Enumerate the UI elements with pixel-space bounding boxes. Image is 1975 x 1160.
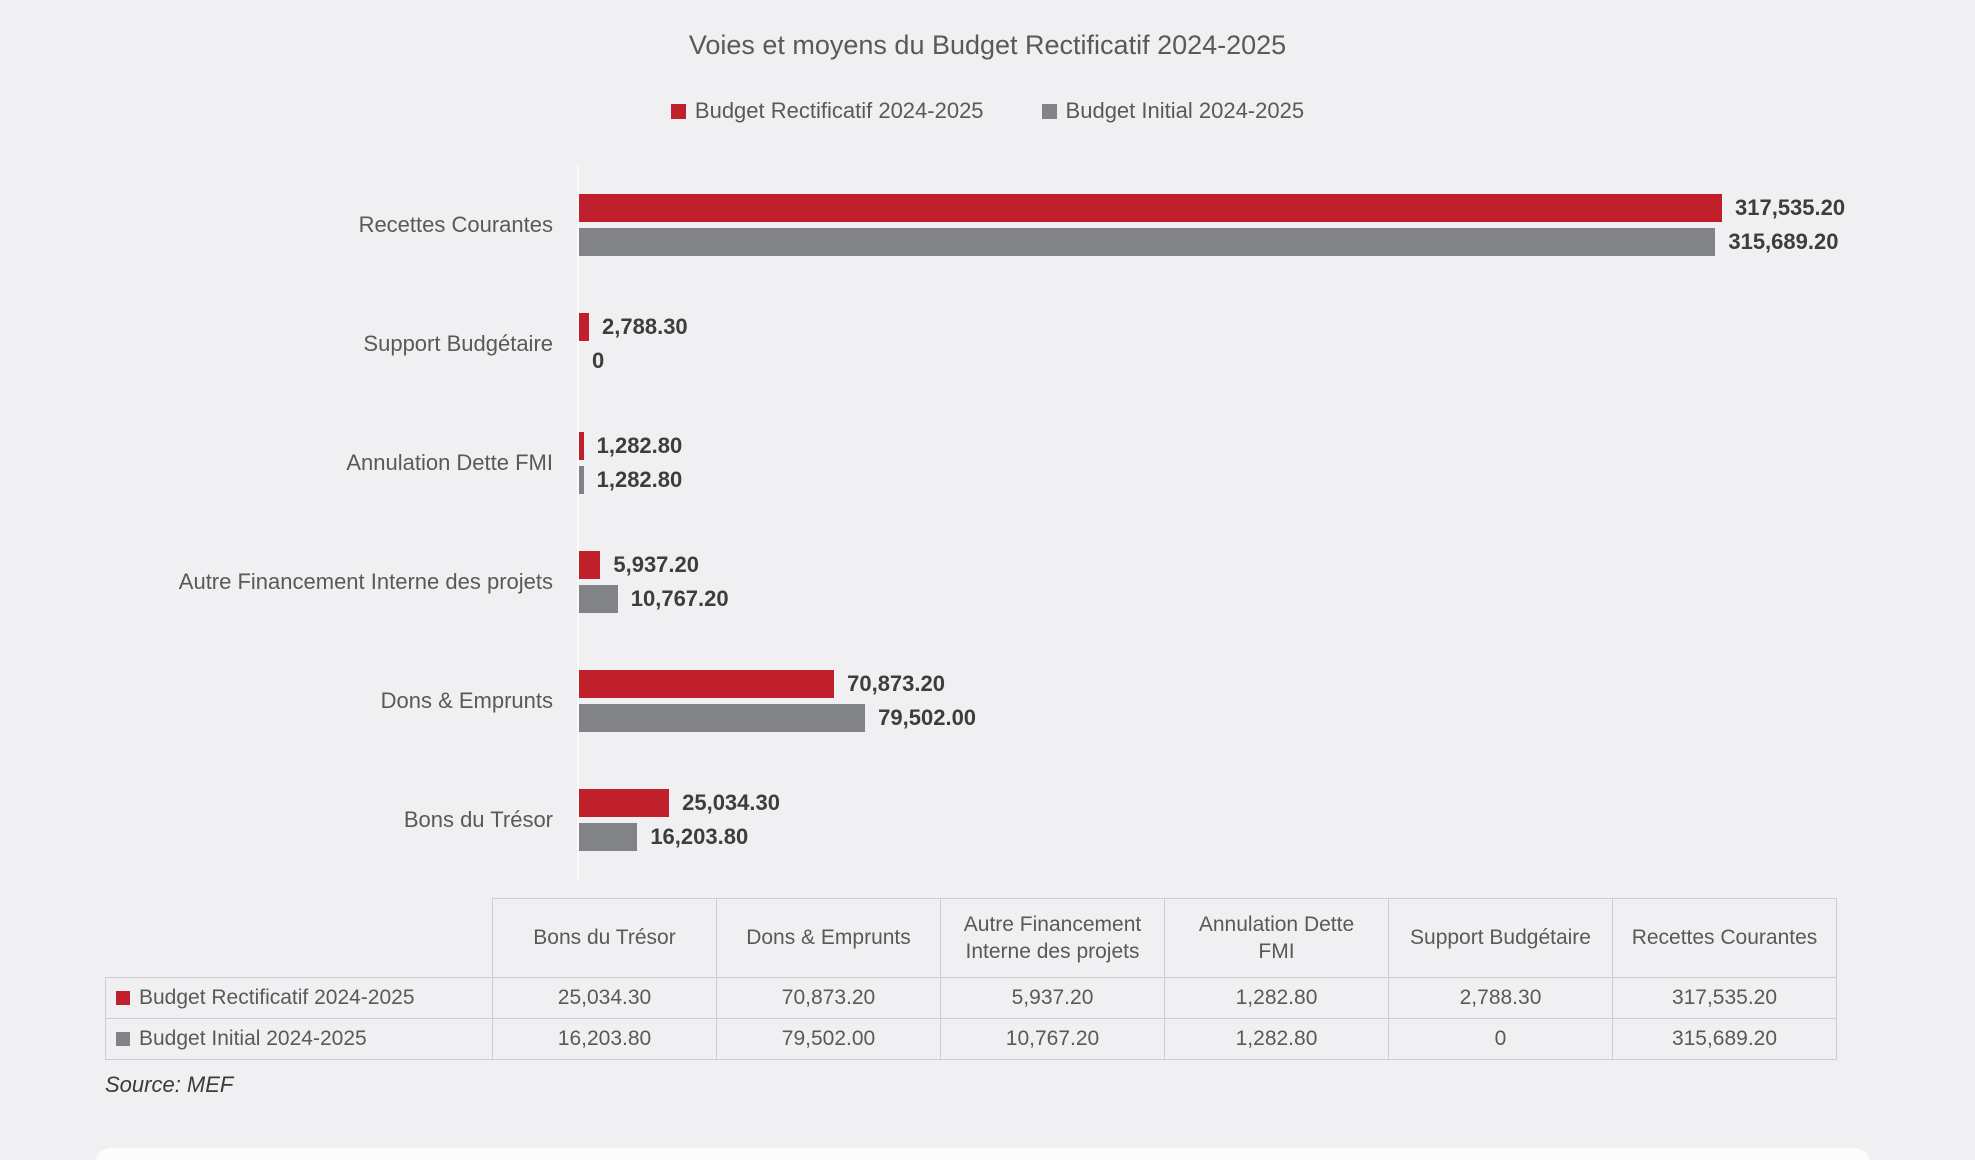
bar-budget-initial xyxy=(579,823,638,851)
table-row-label: Budget Rectificatif 2024-2025 xyxy=(105,977,493,1019)
table-cell: 16,203.80 xyxy=(492,1018,717,1060)
bottom-card-edge xyxy=(95,1148,1870,1160)
bar-value-label: 2,788.30 xyxy=(602,314,688,339)
table-row: Budget Rectificatif 2024-2025 25,034.30 70… xyxy=(105,977,1837,1019)
table-row-label-text: Budget Rectificatif 2024-2025 xyxy=(139,986,415,1009)
legend-item-budget-rectificatif: Budget Rectificatif 2024-2025 xyxy=(670,98,984,124)
table-cell: 25,034.30 xyxy=(492,977,717,1019)
table-legend-swatch-icon xyxy=(116,1032,130,1046)
table-header-cell: Bons du Trésor xyxy=(492,898,717,978)
table-cell: 10,767.20 xyxy=(940,1018,1165,1060)
category-axis-line xyxy=(577,165,579,879)
bar-budget-initial xyxy=(579,585,618,613)
category-label: Recettes Courantes xyxy=(358,212,553,237)
bar-budget-rectificatif xyxy=(579,194,1722,222)
table-row-label-inner: Budget Initial 2024-2025 xyxy=(116,1027,488,1051)
table-header-row: Bons du Trésor Dons & Emprunts Autre Finan… xyxy=(106,898,1837,978)
legend-label-budget-rectificatif: Budget Rectificatif 2024-2025 xyxy=(694,98,984,123)
table-row-label-inner: Budget Rectificatif 2024-2025 xyxy=(116,986,488,1010)
legend-swatch-gray-icon xyxy=(1041,103,1057,119)
table-cell: 70,873.20 xyxy=(716,977,941,1019)
bar-value-label: 0 xyxy=(592,348,605,373)
table-legend-swatch-icon xyxy=(116,991,130,1005)
table-corner-cell xyxy=(106,899,493,978)
bar-value-label: 16,203.80 xyxy=(650,824,749,849)
table-cell: 79,502.00 xyxy=(716,1018,941,1060)
bar-budget-rectificatif xyxy=(579,670,835,698)
table-cell: 317,535.20 xyxy=(1612,977,1837,1019)
table-header-cell: Autre Financement Interne des projets xyxy=(940,898,1165,978)
category-label: Dons & Emprunts xyxy=(380,688,553,713)
bar-value-label: 315,689.20 xyxy=(1728,229,1839,254)
table-cell: 5,937.20 xyxy=(940,977,1165,1019)
table-header-cell: Recettes Courantes xyxy=(1612,898,1837,978)
table-row-label-text: Budget Initial 2024-2025 xyxy=(139,1027,367,1050)
legend-item-budget-initial: Budget Initial 2024-2025 xyxy=(1041,98,1305,124)
source-note: Source: MEF xyxy=(105,1072,234,1097)
bar-budget-initial xyxy=(579,228,1716,256)
table-cell: 315,689.20 xyxy=(1612,1018,1837,1060)
bar-value-label: 70,873.20 xyxy=(847,671,945,696)
bar-budget-rectificatif xyxy=(579,313,590,341)
data-table: Bons du Trésor Dons & Emprunts Autre Finan… xyxy=(105,898,1837,1060)
table-header-cell: Support Budgétaire xyxy=(1388,898,1613,978)
category-label: Support Budgétaire xyxy=(363,331,553,356)
chart-title: Voies et moyens du Budget Rectificatif 2… xyxy=(688,30,1287,60)
legend-label-budget-initial: Budget Initial 2024-2025 xyxy=(1065,98,1305,123)
table-row-label: Budget Initial 2024-2025 xyxy=(105,1018,493,1060)
table-cell: 2,788.30 xyxy=(1388,977,1613,1019)
chart-legend: Budget Rectificatif 2024-2025 Budget Ini… xyxy=(0,98,1975,124)
bar-budget-initial xyxy=(579,466,584,494)
bar-value-label: 1,282.80 xyxy=(596,467,683,492)
bar-value-label: 79,502.00 xyxy=(878,705,977,730)
table-cell: 0 xyxy=(1388,1018,1613,1060)
table-cell: 1,282.80 xyxy=(1164,977,1389,1019)
bar-budget-rectificatif xyxy=(579,789,670,817)
category-label: Bons du Trésor xyxy=(403,807,553,832)
bar-value-label: 10,767.20 xyxy=(630,586,729,611)
category-label: Autre Financement Interne des projets xyxy=(178,569,553,594)
bar-budget-initial xyxy=(579,704,866,732)
table-row: Budget Initial 2024-2025 16,203.80 79,502.… xyxy=(105,1018,1837,1060)
bar-value-label: 25,034.30 xyxy=(682,790,780,815)
bar-value-label: 317,535.20 xyxy=(1735,195,1846,220)
bar-budget-rectificatif xyxy=(579,432,584,460)
table-header-cell: Dons & Emprunts xyxy=(716,898,941,978)
bar-budget-rectificatif xyxy=(579,551,601,579)
bar-value-label: 5,937.20 xyxy=(613,552,699,577)
category-label: Annulation Dette FMI xyxy=(346,450,553,475)
legend-swatch-red-icon xyxy=(670,103,686,119)
table-cell: 1,282.80 xyxy=(1164,1018,1389,1060)
bar-value-label: 1,282.80 xyxy=(596,433,683,458)
table-header-cell: Annulation Dette FMI xyxy=(1164,898,1389,978)
